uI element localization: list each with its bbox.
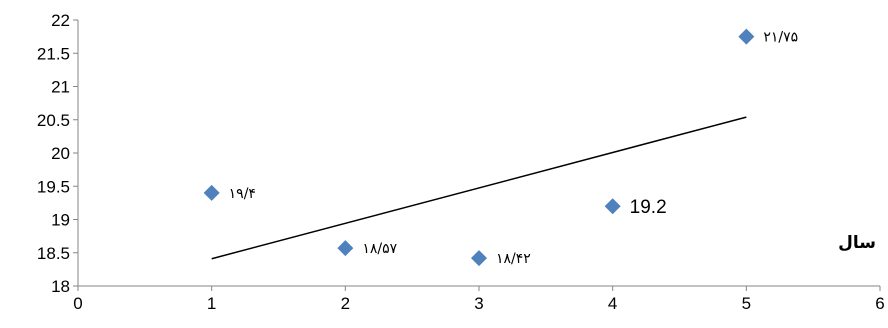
y-tick-label: 21.5 [37, 44, 70, 63]
y-tick-label: 18 [51, 277, 70, 296]
y-tick-label: 18.5 [37, 244, 70, 263]
data-label: 19.2 [630, 197, 667, 218]
x-tick-label: 2 [341, 294, 350, 313]
data-point [738, 28, 755, 45]
data-points [203, 28, 755, 267]
data-point [471, 250, 487, 267]
data-point [604, 198, 621, 215]
data-label: ۱۹/۴ [229, 186, 256, 202]
trendline [211, 116, 747, 260]
trendline-group [211, 116, 747, 260]
x-tick-label: 6 [875, 294, 884, 313]
y-tick-label: 21 [51, 78, 70, 97]
y-tick-label: 20 [51, 144, 70, 163]
y-tick-label: 19.5 [37, 177, 70, 196]
data-label: ۱۸/۴۲ [496, 251, 531, 267]
x-tick-label: 4 [608, 294, 617, 313]
y-tick-label: 19 [51, 211, 70, 230]
y-tick-label: 20.5 [37, 111, 70, 130]
data-label: ۲۱/۷۵ [763, 30, 798, 46]
data-point [203, 184, 220, 201]
data-label: ۱۸/۵۷ [362, 241, 397, 257]
x-tick-label: 5 [742, 294, 751, 313]
x-axis-title: سال [838, 233, 876, 253]
data-point [337, 240, 354, 257]
x-tick-label: 3 [474, 294, 483, 313]
axes [73, 19, 881, 291]
tick-labels: 18 18.5 19 19.5 20 20.5 21 21.5 22 0 1 2 3 4 5 6 [37, 11, 885, 313]
x-tick-label: 0 [73, 294, 82, 313]
x-tick-label: 1 [207, 294, 216, 313]
data-labels: ۱۹/۴ ۱۸/۵۷ ۱۸/۴۲ 19.2 ۲۱/۷۵ [229, 30, 798, 267]
y-tick-label: 22 [51, 11, 70, 30]
